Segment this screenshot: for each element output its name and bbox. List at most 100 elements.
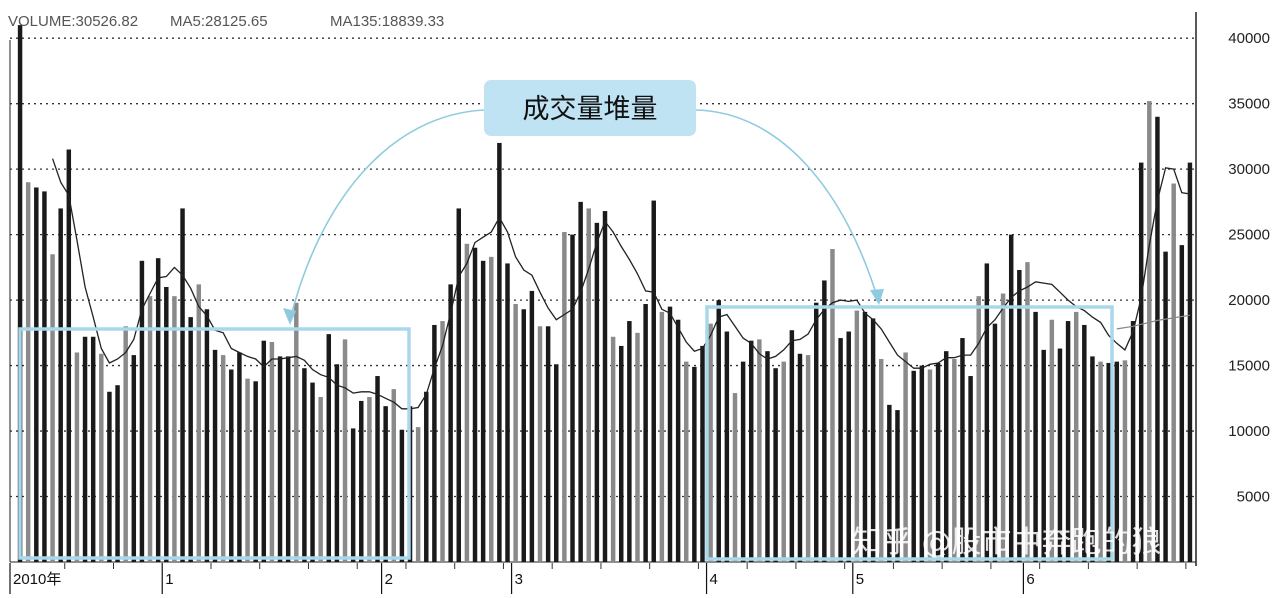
volume-bar <box>529 290 535 562</box>
volume-bar <box>505 263 510 562</box>
volume-bar <box>1179 245 1185 562</box>
highlight-box-right <box>705 305 1114 561</box>
volume-bar <box>220 355 226 562</box>
volume-readout: VOLUME:30526.82 <box>8 13 138 30</box>
volume-bar <box>716 300 721 562</box>
volume-bar <box>383 406 388 562</box>
volume-bar <box>342 339 348 562</box>
volume-bar <box>943 351 949 562</box>
volume-bar <box>968 376 973 562</box>
volume-bar <box>594 222 600 563</box>
watermark: 知乎 @股市中奔跑的狼 <box>852 525 1162 560</box>
volume-bar <box>562 232 567 562</box>
volume-bar <box>854 310 860 562</box>
volume-bar <box>1008 234 1014 562</box>
indicator-header: VOLUME:30526.82 MA5:28125.65 MA135:18839… <box>8 13 444 30</box>
volume-bar <box>277 356 283 562</box>
volume-bar <box>391 389 397 562</box>
volume-bar <box>399 429 405 562</box>
volume-bar <box>334 364 340 562</box>
volume-bar <box>1082 324 1087 562</box>
volume-bar <box>34 187 39 562</box>
volume-bar <box>976 296 981 562</box>
volume-bar <box>147 296 153 562</box>
volume-bar <box>1122 360 1128 562</box>
volume-bar <box>472 247 478 562</box>
volume-bar <box>740 361 746 562</box>
volume-bar <box>302 368 307 562</box>
volume-bar <box>188 317 193 562</box>
volume-bar <box>318 397 323 562</box>
volume-bar <box>732 393 738 562</box>
volume-bar <box>635 332 640 562</box>
highlight-box-left <box>18 327 411 560</box>
volume-bar <box>846 331 851 562</box>
volume-bar <box>237 352 242 562</box>
volume-bar <box>578 201 583 562</box>
volume-bar <box>497 142 502 562</box>
volume-bar <box>1171 183 1176 563</box>
volume-bar <box>1098 361 1103 562</box>
volume-bar <box>586 208 591 562</box>
volume-bar <box>749 340 754 562</box>
volume-bar <box>862 311 868 562</box>
volume-bar <box>1057 348 1063 562</box>
volume-bar <box>25 182 31 562</box>
volume-bar <box>131 355 137 562</box>
arrowhead-left <box>283 308 296 325</box>
annotation-label-box <box>484 80 696 136</box>
volume-bar <box>285 356 291 562</box>
volume-bar <box>1114 361 1120 562</box>
volume-bar <box>757 339 762 562</box>
volume-bar <box>432 324 437 562</box>
volume-bar <box>440 321 445 562</box>
volume-bar <box>424 391 429 562</box>
y-tick-label: 10000 <box>1228 423 1270 440</box>
x-tick-label: 5 <box>856 571 864 588</box>
volume-bar <box>350 428 356 562</box>
highlight-boxes <box>18 305 1114 561</box>
volume-bar <box>822 280 827 562</box>
volume-bar <box>1025 262 1030 562</box>
volume-bar <box>935 362 941 562</box>
volume-bar <box>74 352 80 562</box>
volume-bar <box>1138 162 1144 562</box>
volume-bar <box>326 334 332 562</box>
volume-bar <box>960 338 965 562</box>
volume-bar <box>294 302 299 562</box>
volume-bar <box>610 336 616 562</box>
volume-bar <box>66 149 72 562</box>
volume-bar <box>708 323 713 562</box>
annotation-arrow-right <box>695 109 879 301</box>
volume-bar <box>1033 311 1038 562</box>
volume-bar <box>513 304 518 562</box>
volume-bar <box>667 306 673 562</box>
volume-bar <box>58 208 63 562</box>
x-tick-label: 3 <box>515 571 523 588</box>
volume-bar <box>359 400 364 562</box>
volume-bar <box>911 370 916 562</box>
volume-bar <box>310 382 315 562</box>
volume-bar <box>245 378 250 562</box>
volume-bars <box>17 25 1193 563</box>
arrowhead-right <box>870 289 884 305</box>
volume-bar <box>204 309 210 562</box>
volume-bar <box>554 364 559 562</box>
volume-bar <box>602 211 608 563</box>
volume-bar <box>1073 311 1079 562</box>
y-tick-label: 20000 <box>1228 292 1270 309</box>
ma135-line <box>1116 314 1190 330</box>
volume-bar <box>17 25 23 563</box>
volume-bar <box>919 365 925 562</box>
x-tick-label: 2010年 <box>13 571 61 588</box>
y-tick-label: 25000 <box>1228 227 1270 244</box>
volume-bar <box>813 302 819 562</box>
volume-bar <box>887 404 892 562</box>
volume-bar <box>164 287 169 562</box>
volume-bar <box>375 376 380 562</box>
volume-bar <box>537 326 543 562</box>
volume-bar <box>838 338 843 562</box>
volume-bar <box>659 311 665 562</box>
